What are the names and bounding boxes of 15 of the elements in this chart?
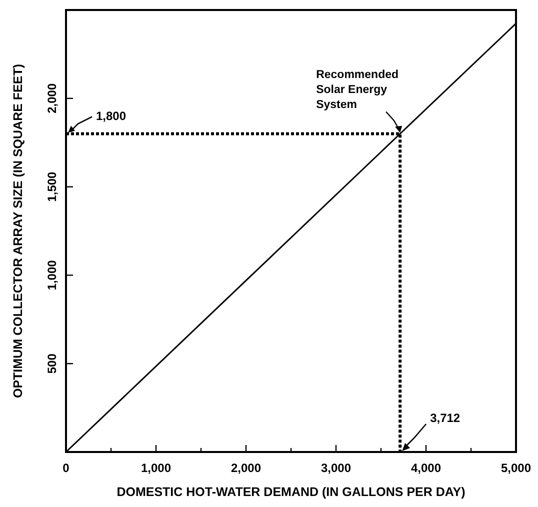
y-axis-title: OPTIMUM COLLECTOR ARRAY SIZE (IN SQUARE FEET) — [11, 64, 25, 398]
annotation: 3,712 — [430, 411, 460, 425]
x-tick-label: 4,000 — [410, 461, 442, 475]
x-tick-label: 3,000 — [320, 461, 352, 475]
x-tick-label: 2,000 — [230, 461, 262, 475]
y-tick-label: 1,000 — [45, 260, 59, 290]
annotation: 1,800 — [96, 108, 126, 123]
y-tick-label: 1,500 — [45, 171, 59, 202]
y-tick-label: 2,000 — [45, 83, 59, 114]
annotation: Recommended Solar Energy System — [316, 68, 399, 111]
x-axis-title: DOMESTIC HOT-WATER DEMAND (IN GALLONS PER DAY) — [116, 485, 466, 499]
x-tick-label: 0 — [62, 461, 70, 475]
x-tick-label: 5,000 — [500, 461, 532, 475]
y-tick-label: 500 — [45, 353, 59, 374]
x-tick-label: 1,000 — [140, 461, 172, 475]
